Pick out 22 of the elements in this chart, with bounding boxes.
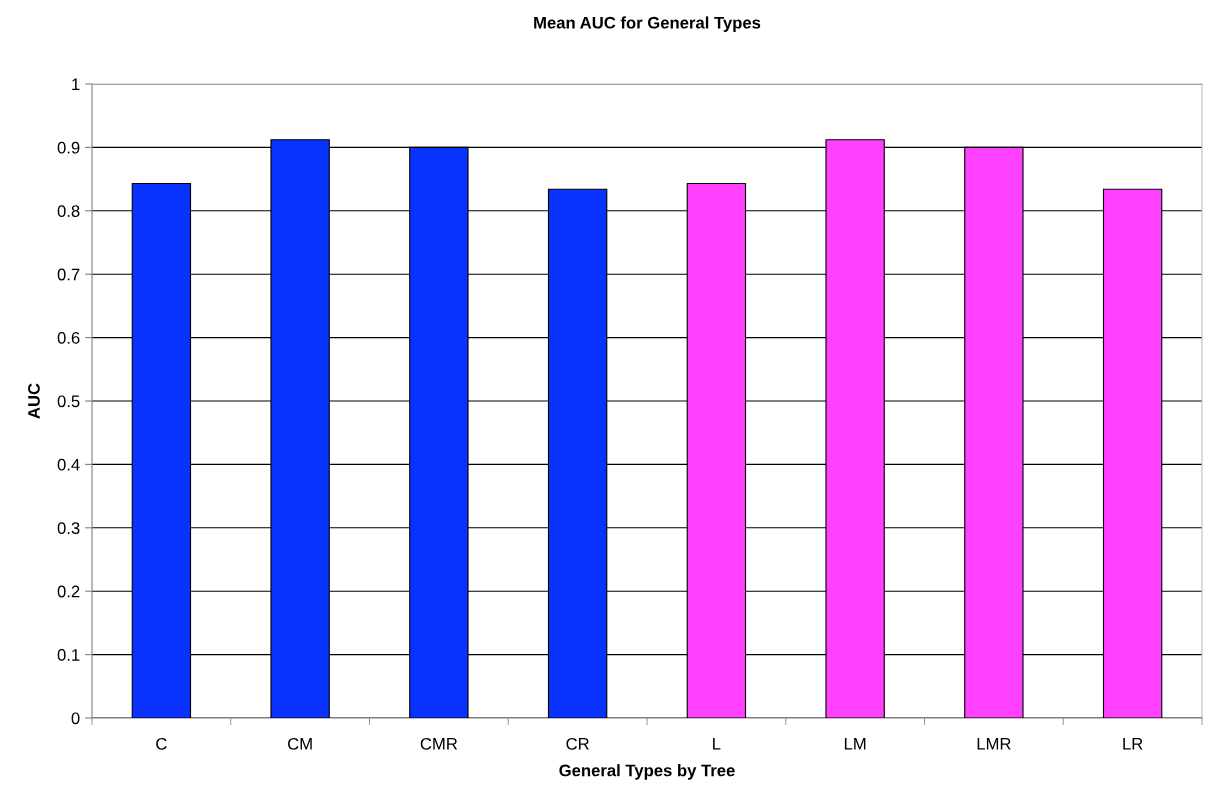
y-tick-label: 0.6: [57, 332, 80, 344]
y-tick-label: 0.3: [57, 522, 80, 534]
y-tick-label: 0.7: [57, 268, 80, 281]
x-tick-label: LM: [844, 738, 866, 750]
x-tick-label: CMR: [420, 737, 458, 750]
y-tick-label: 0.5: [57, 395, 80, 408]
chart-title: Mean AUC for General Types: [534, 16, 761, 32]
y-tick-label: 0.1: [57, 649, 80, 661]
y-tick-label: 0.9: [57, 141, 80, 154]
y-tick-label: 0.4: [57, 458, 80, 471]
y-axis-title: AUC: [28, 383, 40, 419]
x-tick-label: CM: [288, 737, 312, 750]
x-tick-label: LMR: [977, 738, 1011, 750]
x-tick-label: L: [713, 738, 721, 750]
y-tick-label: 1: [72, 78, 80, 91]
y-tick-label: 0: [71, 712, 80, 725]
x-tick-label: C: [156, 737, 167, 750]
y-tick-label: 0.8: [57, 205, 80, 217]
x-tick-label: CR: [566, 737, 589, 750]
y-tick-label: 0.2: [57, 585, 80, 598]
x-axis-title: General Types by Tree: [559, 764, 735, 780]
x-tick-label: LR: [1123, 738, 1143, 750]
